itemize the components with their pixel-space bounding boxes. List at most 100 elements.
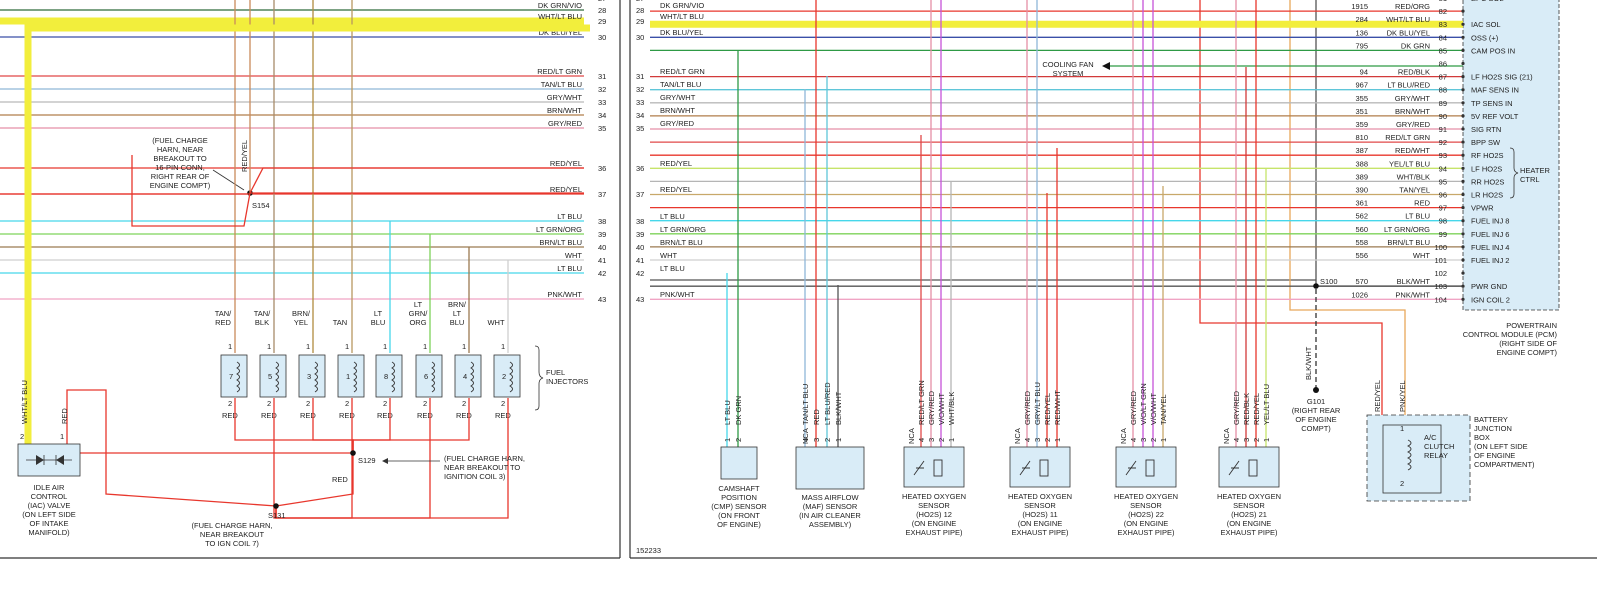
splice-s129-label: S129 xyxy=(358,456,376,465)
right-wire-label-36: RED/YEL xyxy=(660,159,692,168)
s154-wire-label: RED/YEL xyxy=(240,140,249,172)
injector-8-pin-1: 1 xyxy=(383,342,387,351)
ac-clutch-relay-body xyxy=(1382,424,1442,494)
injector-8-red-label: RED xyxy=(377,411,393,420)
ho2s-1-heater-icon xyxy=(1039,459,1049,477)
splice-s131 xyxy=(273,503,279,509)
injector-8-pin-2: 2 xyxy=(383,399,387,408)
ho2s-3-pin-1: 1 xyxy=(1262,438,1271,442)
ho2s-2-wire-label-1: V/O/LT GRN xyxy=(1139,383,1148,425)
pcm-function-87: LF HO2S SIG (21) xyxy=(1471,73,1533,82)
maf-pin-3: 3 xyxy=(812,438,821,442)
injector-5-pin-1: 1 xyxy=(267,342,271,351)
maf-sensor-label: MASS AIRFLOW (MAF) SENSOR (IN AIR CLEANER A… xyxy=(799,493,861,529)
injector-6-red-label: RED xyxy=(417,411,433,420)
right-wire-label-43: PNK/WHT xyxy=(660,290,695,299)
injector-7-pin-2: 2 xyxy=(228,399,232,408)
injector-2-red-label: RED xyxy=(495,411,511,420)
ho2s-3-heater-icon xyxy=(1248,459,1258,477)
ho2s-1-label: HEATED OXYGEN SENSOR (HO2S) 11 (ON ENGINE EX… xyxy=(1008,492,1072,537)
injector-7-body xyxy=(220,354,248,398)
pcm-function-98: FUEL INJ 8 xyxy=(1471,217,1509,226)
s129-callout: (FUEL CHARGE HARN, NEAR BREAKOUT TO IGNITI… xyxy=(444,454,525,481)
wire-iac-red xyxy=(66,389,277,507)
pcm-color-95: WHT/BLK xyxy=(1397,172,1430,181)
wire-label-30: DK BLU/YEL xyxy=(539,28,582,37)
right-wire-label-32: TAN/LT BLU xyxy=(660,80,701,89)
ho2s-2-pin-3: 3 xyxy=(1139,438,1148,442)
ho2s-1-pin-3: 3 xyxy=(1033,438,1042,442)
pcm-function-97: VPWR xyxy=(1471,204,1494,213)
cmp-sensor-body xyxy=(720,446,758,480)
pcm-pin-97: 97 xyxy=(1439,204,1447,213)
injector-7-number: 7 xyxy=(229,372,233,381)
wire-132 xyxy=(131,155,251,227)
wire-label-29: WHT/LT BLU xyxy=(538,12,582,21)
right-wire-number-37: 37 xyxy=(636,190,644,199)
right-wire-label-30: DK BLU/YEL xyxy=(660,28,703,37)
injector-2-number: 2 xyxy=(502,372,506,381)
ho2s-0-pin-2: 2 xyxy=(937,438,946,442)
wire-iac-yellow xyxy=(24,24,590,444)
pcm-function-94: LF HO2S xyxy=(1471,164,1502,173)
pcm-pin-87: 87 xyxy=(1439,73,1447,82)
splice-s131-label: S131 xyxy=(268,511,286,520)
figure-id: 152233 xyxy=(636,546,661,555)
ho2s-1-sensor-icon xyxy=(1019,460,1031,476)
pcm-circuit-97: 361 xyxy=(1355,199,1368,208)
right-wire-label-33: GRY/WHT xyxy=(660,93,696,102)
ground-g101 xyxy=(1313,387,1319,393)
wire-s154-to-36 xyxy=(249,167,584,194)
injector-4-number: 4 xyxy=(463,372,467,381)
pcm-pin-101: 101 xyxy=(1434,256,1447,265)
right-wire-number-28: 28 xyxy=(636,6,644,15)
ho2s-2-pin-2: 2 xyxy=(1149,438,1158,442)
right-wire-number-40: 40 xyxy=(636,243,644,252)
pcm-color-82: RED/ORG xyxy=(1395,2,1430,11)
maf-wire-label-1: RED xyxy=(812,409,821,425)
injector-return-6 xyxy=(352,398,470,453)
ho2s-2-nca: NCA xyxy=(1119,428,1128,444)
ho2s-1-wire-label-3: RED/WHT xyxy=(1053,390,1062,425)
pcm-color-94: YEL/LT BLU xyxy=(1389,159,1430,168)
wire-number-37: 37 xyxy=(598,190,606,199)
wire-label-35: GRY/RED xyxy=(548,119,583,128)
wire-number-31: 31 xyxy=(598,72,606,81)
wire-number-38: 38 xyxy=(598,217,606,226)
cmp-wire-label-0: LT BLU xyxy=(723,400,732,425)
pcm-function-104: IGN COIL 2 xyxy=(1471,295,1510,304)
injector-5-coil-icon xyxy=(275,361,279,393)
relay-pin-1: 1 xyxy=(1400,424,1404,433)
pcm-function-90: 5V REF VOLT xyxy=(1471,112,1519,121)
pcm-pin-94: 94 xyxy=(1439,164,1447,173)
right-wire-label-38: LT BLU xyxy=(660,212,685,221)
pcm-color-89: GRY/WHT xyxy=(1395,94,1431,103)
ho2s-1-pin-1: 1 xyxy=(1053,438,1062,442)
ac-clutch-relay-coil-symbol xyxy=(1406,439,1412,471)
injector-7-wire-label: TAN/RED xyxy=(215,309,232,327)
wire-number-39: 39 xyxy=(598,230,606,239)
injector-7-red-label: RED xyxy=(222,411,238,420)
pcm-function-93: RF HO2S xyxy=(1471,151,1504,160)
right-wire-label-31: RED/LT GRN xyxy=(660,67,705,76)
injector-3-pin-2: 2 xyxy=(306,399,310,408)
wire-label-39: LT GRN/ORG xyxy=(536,225,582,234)
right-wire-label-37: RED/YEL xyxy=(660,185,692,194)
ho2s-0-label: HEATED OXYGEN SENSOR (HO2S) 12 (ON ENGINE EX… xyxy=(902,492,966,537)
wire-number-33: 33 xyxy=(598,98,606,107)
pcm-pin-96: 96 xyxy=(1439,191,1447,200)
pcm-function-92: BPP SW xyxy=(1471,138,1501,147)
pcm-circuit-88: 967 xyxy=(1355,81,1368,90)
injector-5-pin-2: 2 xyxy=(267,399,271,408)
ho2s-2-wire-label-3: TAN/YEL xyxy=(1159,394,1168,425)
pcm-pin-93: 93 xyxy=(1439,151,1447,160)
ho2s-1-wire-label-1: GRY/LT BLU xyxy=(1033,382,1042,425)
g101-label: G101 (RIGHT REAR OF ENGINE COMPT) xyxy=(1292,397,1341,433)
wire-number-28: 28 xyxy=(598,6,606,15)
pcm-pin-86: 86 xyxy=(1439,60,1447,69)
maf-nca: NCA xyxy=(801,428,810,444)
right-wire-number-34: 34 xyxy=(636,111,644,120)
ho2s-3-nca: NCA xyxy=(1222,428,1231,444)
pcm-circuit-85: 795 xyxy=(1355,41,1368,50)
injector-3-number: 3 xyxy=(307,372,311,381)
